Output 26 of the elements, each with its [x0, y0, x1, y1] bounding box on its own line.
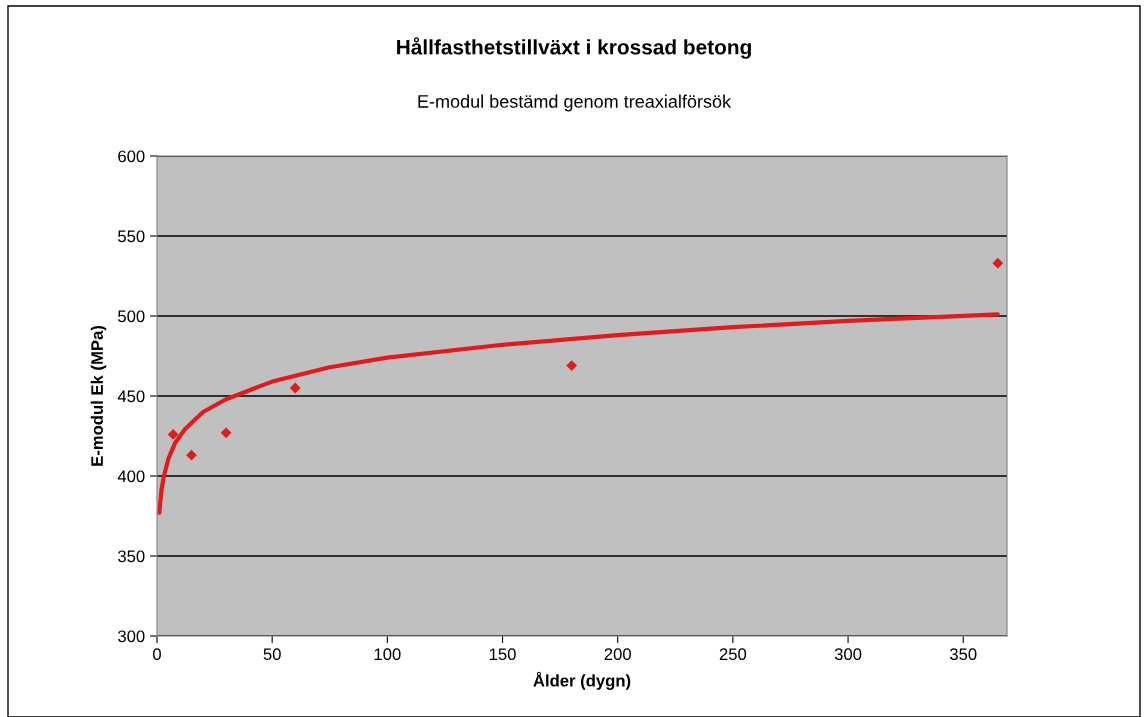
- y-tick-label: 450: [117, 390, 145, 403]
- y-tick-label: 500: [118, 310, 145, 323]
- point: [186, 449, 197, 461]
- x-tick-label: 150: [489, 648, 516, 661]
- y-axis-title: E-modul Ek (MPa): [90, 325, 107, 466]
- point: [566, 360, 578, 371]
- chart-subtitle: E-modul bestämd genom treaxialförsök: [418, 94, 732, 112]
- point: [220, 427, 232, 439]
- x-tick-label: 50: [263, 648, 281, 661]
- chart-title: Hållfasthetstillväxt i krossad betong: [397, 37, 751, 59]
- line-series: [157, 312, 1000, 515]
- y-tick-label: 600: [118, 150, 145, 163]
- x-tick-label: 300: [834, 648, 862, 661]
- point: [992, 257, 1004, 269]
- y-tick-label: 550: [118, 230, 145, 243]
- x-tick-label: 0: [153, 648, 161, 661]
- x-axis-title: Ålder (dygn): [533, 671, 631, 690]
- x-tick-label: 200: [604, 648, 631, 661]
- y-tick-label: 350: [118, 550, 145, 563]
- y-tick-label: 300: [118, 630, 145, 643]
- point: [289, 382, 301, 394]
- x-tick-label: 350: [949, 648, 977, 661]
- x-tick-label: 250: [719, 648, 747, 661]
- point: [167, 429, 179, 440]
- y-tick-label: 400: [117, 470, 145, 483]
- x-tick-label: 100: [374, 648, 401, 661]
